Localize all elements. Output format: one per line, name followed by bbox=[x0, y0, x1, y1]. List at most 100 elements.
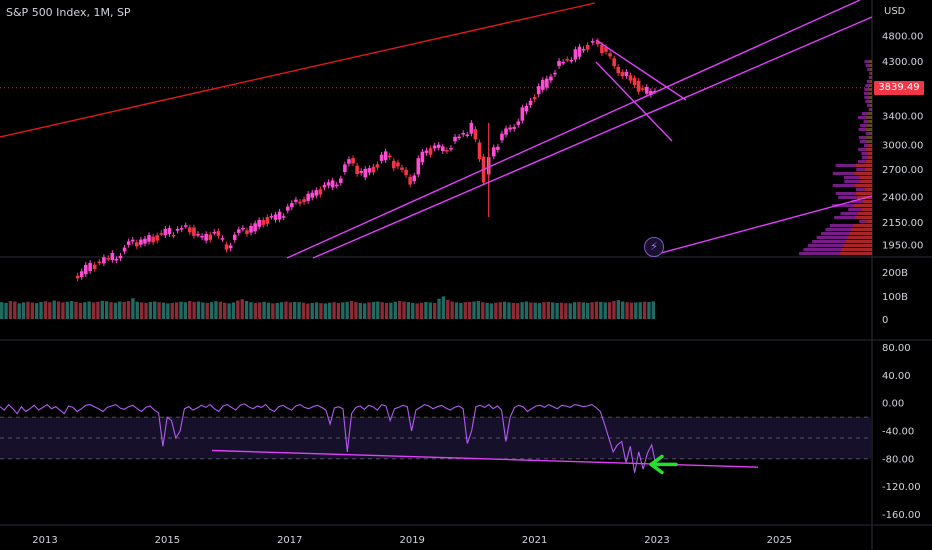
candle-body bbox=[492, 147, 496, 157]
volume-bar bbox=[494, 302, 498, 319]
candle-body bbox=[590, 41, 595, 43]
volume-bar bbox=[179, 301, 183, 319]
volume-profile-bar bbox=[861, 156, 868, 159]
volume-profile-bar bbox=[832, 204, 855, 207]
volume-profile-bar bbox=[864, 88, 869, 91]
volume-bar bbox=[214, 301, 218, 319]
candle-body bbox=[188, 227, 192, 233]
volume-bar bbox=[651, 301, 655, 319]
candle-body bbox=[416, 158, 421, 175]
candle-body bbox=[302, 199, 306, 203]
volume-profile-bar bbox=[854, 184, 872, 187]
volume-bar bbox=[568, 303, 572, 319]
volume-bar bbox=[56, 301, 61, 319]
volume-profile-bar bbox=[859, 140, 867, 143]
candle-body bbox=[122, 247, 127, 252]
volume-bar bbox=[424, 301, 428, 319]
volume-bar bbox=[91, 302, 96, 319]
volume-bar bbox=[253, 302, 258, 319]
volume-bar bbox=[83, 302, 87, 319]
candle-body bbox=[585, 44, 590, 50]
candle-body bbox=[208, 234, 213, 240]
channel-line-lower bbox=[312, 16, 873, 259]
volume-bar bbox=[419, 302, 424, 319]
volume-bar bbox=[345, 301, 349, 319]
volume-bar bbox=[384, 302, 389, 319]
candle-body bbox=[469, 122, 474, 134]
volume-bar bbox=[332, 302, 336, 319]
volume-bar bbox=[437, 298, 441, 319]
volume-bar bbox=[48, 302, 52, 319]
volume-profile-bar bbox=[869, 72, 871, 75]
volume-bar bbox=[625, 302, 629, 319]
candle-body bbox=[424, 150, 429, 153]
volume-profile-bar bbox=[867, 156, 872, 159]
volume-bar bbox=[170, 302, 174, 319]
volume-bar bbox=[196, 301, 201, 319]
volume-bar bbox=[8, 301, 13, 319]
volume-bar bbox=[301, 302, 306, 319]
volume-bar bbox=[472, 301, 476, 319]
oscillator-tick-label: -160.00 bbox=[882, 510, 921, 521]
candle-body bbox=[396, 162, 400, 167]
candle-body bbox=[520, 107, 525, 121]
volume-profile-bar bbox=[853, 224, 872, 227]
volume-bar bbox=[52, 300, 56, 319]
volume-profile-bar bbox=[869, 132, 872, 135]
volume-bar bbox=[459, 302, 463, 319]
volume-bar bbox=[555, 302, 559, 319]
volume-bar bbox=[586, 302, 590, 319]
volume-profile-bar bbox=[855, 188, 865, 191]
candle-body bbox=[88, 262, 92, 271]
volume-profile-bar bbox=[825, 228, 852, 231]
volume-bar bbox=[358, 302, 362, 319]
volume-bar bbox=[629, 302, 634, 319]
volume-bar bbox=[389, 302, 393, 319]
volume-profile-bar bbox=[865, 116, 872, 119]
volume-profile-bar bbox=[807, 244, 844, 247]
volume-bar bbox=[4, 302, 8, 319]
candle-body bbox=[461, 133, 465, 135]
volume-bar bbox=[118, 301, 122, 319]
volume-bar bbox=[349, 301, 354, 319]
volume-profile-bar bbox=[832, 172, 855, 175]
candle-body bbox=[432, 145, 437, 149]
candle-body bbox=[516, 121, 521, 125]
candle-body bbox=[224, 244, 229, 250]
volume-profile-bar bbox=[869, 80, 872, 83]
volume-profile-bar bbox=[865, 84, 870, 87]
candle-body bbox=[616, 66, 621, 74]
candle-body bbox=[496, 146, 500, 150]
volume-bar bbox=[21, 302, 26, 319]
volume-profile-bar bbox=[799, 252, 840, 255]
oscillator-tick-label: -40.00 bbox=[882, 427, 914, 438]
volume-bar bbox=[78, 302, 83, 319]
volume-bar bbox=[467, 301, 472, 319]
candle-body bbox=[367, 168, 372, 173]
volume-profile-bar bbox=[864, 96, 869, 99]
candle-body bbox=[237, 229, 241, 233]
volume-profile-bar bbox=[869, 68, 872, 71]
candle-body bbox=[135, 242, 139, 247]
volume-bar bbox=[362, 303, 367, 319]
volume-profile-bar bbox=[865, 132, 870, 135]
lightning-bolt-icon[interactable]: ⚡ bbox=[644, 237, 664, 257]
candle-body bbox=[581, 49, 586, 51]
candle-body bbox=[147, 235, 151, 242]
volume-bar bbox=[564, 303, 568, 319]
volume-profile-bar bbox=[865, 128, 872, 131]
candle-body bbox=[600, 44, 604, 54]
candle-body bbox=[322, 184, 327, 188]
channel-line-upper bbox=[286, 0, 861, 259]
candle-body bbox=[290, 203, 294, 208]
candle-body bbox=[645, 86, 649, 94]
volume-bar bbox=[310, 302, 314, 319]
volume-profile-bar bbox=[868, 76, 871, 79]
volume-profile-bar bbox=[816, 236, 848, 239]
chart-title: S&P 500 Index, 1M, SP bbox=[6, 6, 131, 19]
volume-profile-bar bbox=[859, 220, 867, 223]
candle-body bbox=[371, 166, 376, 173]
candle-body bbox=[557, 60, 561, 67]
volume-bar bbox=[502, 301, 507, 319]
